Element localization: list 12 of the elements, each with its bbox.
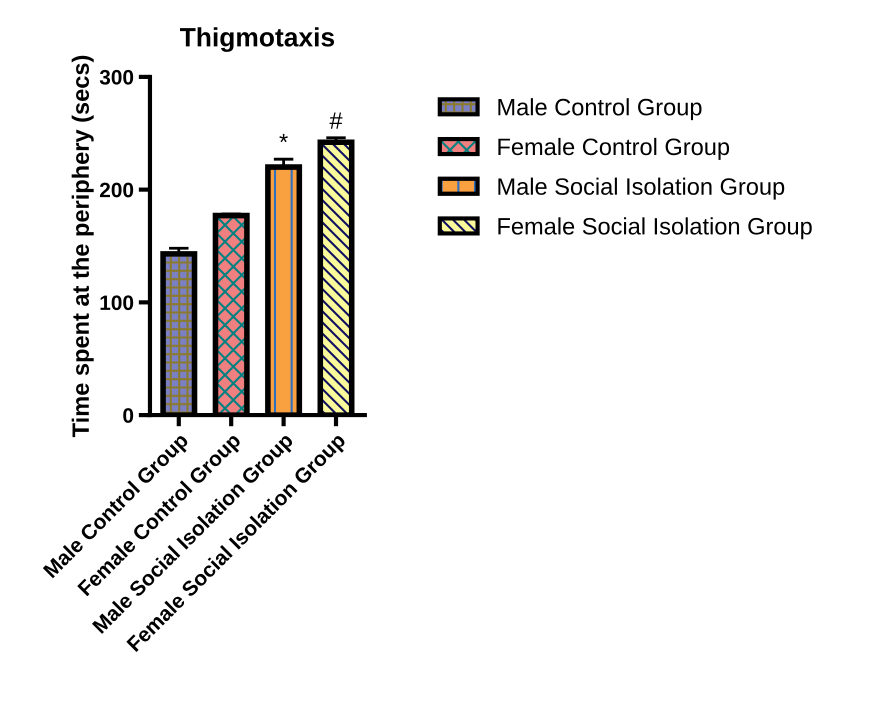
legend-label: Male Social Isolation Group xyxy=(498,178,784,200)
y-tick-label: 100 xyxy=(100,295,134,310)
annotation: * xyxy=(279,134,288,142)
y-tick-label: 200 xyxy=(100,182,134,198)
y-tick-label: 300 xyxy=(100,70,134,85)
annotation: # xyxy=(330,112,342,129)
legend-label: Female Control Group xyxy=(498,138,730,160)
y-axis-title: Time spent at the periphery (secs) xyxy=(72,56,94,438)
chart-title: Thigmotaxis xyxy=(180,27,334,52)
y-tick-label: 0 xyxy=(123,408,134,423)
legend-label: Male Control Group xyxy=(498,98,702,120)
legend-label: Female Social Isolation Group xyxy=(498,217,812,240)
